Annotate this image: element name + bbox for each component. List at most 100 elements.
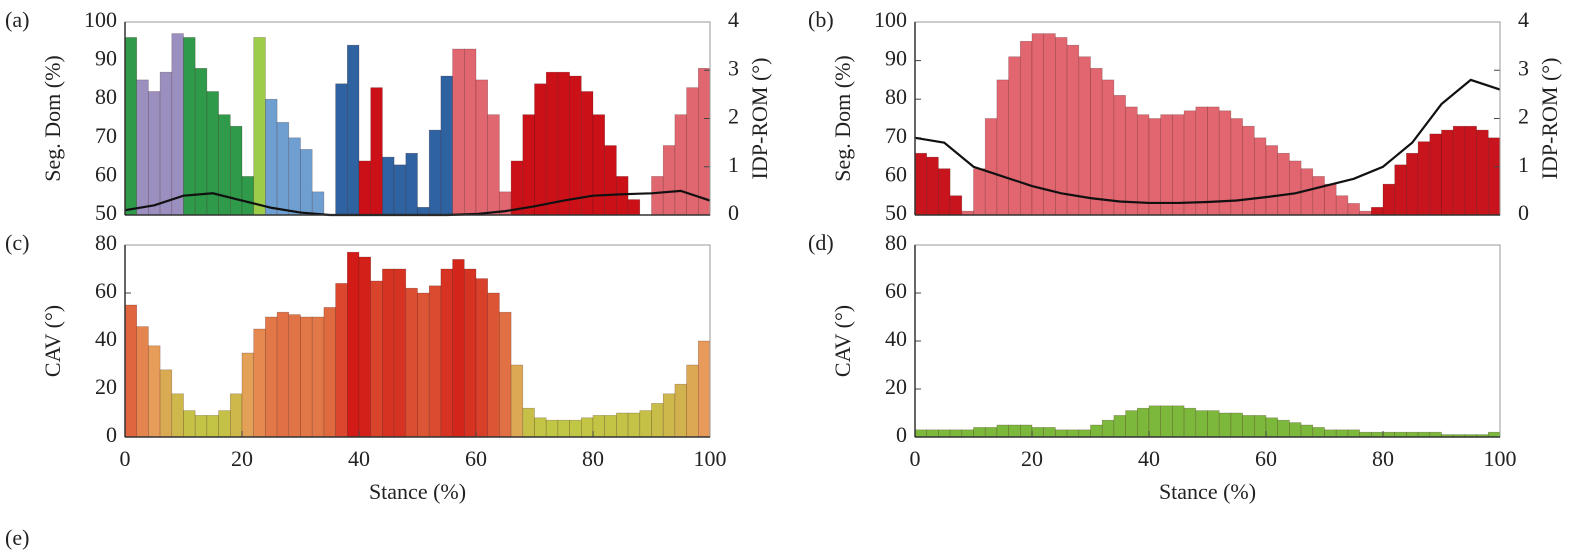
bar (1277, 419, 1290, 438)
bar (674, 114, 687, 216)
bar (405, 287, 418, 438)
bar (926, 156, 939, 216)
bar (616, 176, 629, 216)
bar (627, 412, 641, 438)
bar (651, 403, 664, 438)
bar (1195, 106, 1208, 216)
y-tick-label: 100 (84, 7, 117, 32)
bar (440, 268, 453, 438)
bar (417, 292, 430, 438)
bar (440, 75, 453, 216)
bar (148, 345, 161, 438)
bar (1218, 110, 1232, 216)
bar (592, 415, 605, 438)
bar (1019, 424, 1033, 438)
x-tick-label: 0 (120, 446, 131, 471)
bar (545, 71, 559, 216)
bar (253, 328, 266, 438)
bar (996, 424, 1009, 438)
y2-tick-label: 0 (1518, 200, 1529, 225)
plot-frame (914, 244, 1501, 438)
bar (335, 283, 348, 438)
y-tick-label: 40 (885, 326, 907, 351)
bar (382, 156, 395, 216)
bar (1488, 137, 1501, 216)
panel-label: (a) (5, 7, 29, 32)
y-axis-label: Seg. Dom (%) (830, 55, 855, 181)
bar (428, 129, 442, 216)
bar (1335, 429, 1349, 438)
y2-tick-label: 4 (728, 7, 739, 32)
bar (1242, 125, 1255, 216)
y-tick-label: 50 (95, 200, 117, 225)
bar (569, 419, 582, 438)
bar (1394, 164, 1407, 216)
bar (1242, 415, 1255, 438)
x-tick-label: 0 (910, 446, 921, 471)
y2-tick-label: 4 (1518, 7, 1529, 32)
x-axis-label: Stance (%) (369, 479, 466, 504)
bar (218, 114, 231, 216)
bar (1312, 427, 1325, 438)
bar (510, 364, 524, 438)
bar (1137, 407, 1150, 438)
bar (1055, 37, 1068, 216)
bar (276, 311, 290, 438)
bar (370, 280, 383, 438)
y-tick-label: 70 (885, 123, 907, 148)
bar (218, 410, 231, 438)
bar (1148, 118, 1161, 216)
x-tick-label: 20 (1021, 446, 1043, 471)
bar (592, 114, 605, 216)
bar (1464, 125, 1477, 216)
bar (1441, 129, 1454, 216)
bar (265, 98, 278, 216)
bar (1289, 160, 1302, 216)
bar (534, 417, 547, 438)
bar (1113, 95, 1126, 216)
y-tick-label: 80 (885, 230, 907, 255)
y-tick-label: 70 (95, 123, 117, 148)
bar (382, 268, 395, 438)
bar (534, 83, 547, 216)
bar (475, 79, 488, 216)
y-tick-label: 100 (874, 7, 907, 32)
bar (230, 393, 243, 438)
bar (276, 122, 290, 216)
bar (124, 37, 137, 216)
bar (1347, 203, 1360, 216)
bar (557, 419, 570, 438)
bar (1406, 152, 1419, 216)
bar (370, 87, 383, 216)
bar (616, 412, 629, 438)
panel-label: (c) (5, 230, 29, 255)
bar (463, 48, 477, 216)
bar (1312, 176, 1325, 216)
bar (1265, 145, 1278, 216)
y-axis-label: CAV (°) (40, 305, 65, 377)
bar (1148, 405, 1161, 438)
bar (288, 137, 301, 216)
bar (417, 206, 430, 216)
x-tick-label: 40 (1138, 446, 1160, 471)
bar (230, 125, 243, 216)
bar (358, 160, 371, 216)
y-tick-label: 40 (95, 326, 117, 351)
bar (148, 91, 161, 216)
x-tick-label: 100 (1484, 446, 1517, 471)
bar (1476, 129, 1489, 216)
bar (914, 429, 927, 438)
y-tick-label: 90 (95, 46, 117, 71)
bar (1254, 415, 1267, 438)
bar (499, 311, 512, 438)
bar (300, 149, 313, 216)
y-tick-label: 60 (95, 278, 117, 303)
bar (1230, 412, 1243, 438)
bar (1300, 424, 1314, 438)
bar (487, 114, 500, 216)
bar (171, 33, 184, 216)
bar (1195, 410, 1208, 438)
bar (604, 145, 617, 216)
bar (1078, 56, 1091, 216)
